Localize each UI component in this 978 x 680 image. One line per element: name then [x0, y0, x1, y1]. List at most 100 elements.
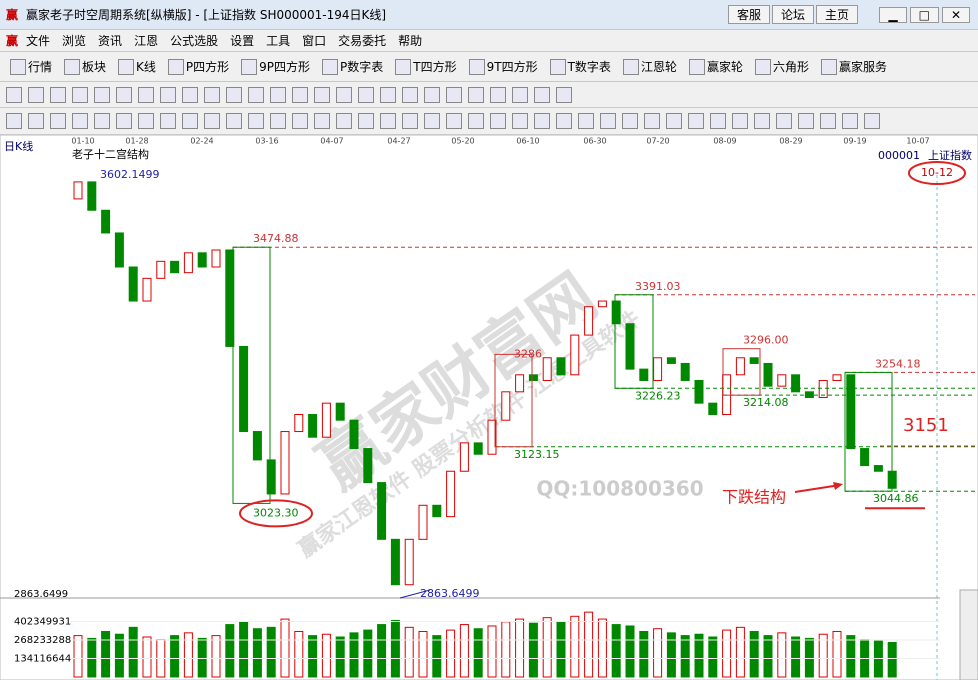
menu-item[interactable]: 资讯 — [98, 34, 123, 48]
tool-icon[interactable] — [578, 113, 594, 129]
tool-icon[interactable] — [776, 113, 792, 129]
toolbar-button[interactable]: 板块 — [60, 58, 110, 76]
toolbar-button[interactable]: 9P四方形 — [237, 58, 314, 76]
tool-icon[interactable] — [534, 113, 550, 129]
toolbar-button[interactable]: 赢家服务 — [817, 58, 891, 76]
menu-item[interactable]: 公式选股 — [170, 34, 219, 48]
tool-icon[interactable] — [864, 113, 880, 129]
toolbar-button[interactable]: 行情 — [6, 58, 56, 76]
tool-icon[interactable] — [358, 86, 374, 103]
tool-icon[interactable] — [6, 113, 22, 129]
tool-icon[interactable] — [710, 113, 726, 129]
menu-item[interactable]: 浏览 — [62, 34, 87, 48]
menu-item[interactable]: 江恩 — [134, 34, 159, 48]
tool-icon[interactable] — [446, 86, 462, 103]
candle-body — [584, 306, 594, 336]
tool-icon[interactable] — [182, 86, 198, 103]
tool-icon[interactable] — [28, 113, 44, 129]
toolbar-button[interactable]: T数字表 — [546, 58, 615, 76]
tool-icon[interactable] — [226, 113, 242, 129]
menu-item[interactable]: 设置 — [230, 34, 255, 48]
tool-icon[interactable] — [248, 86, 264, 103]
tool-icon[interactable] — [402, 86, 418, 103]
toolbar-button[interactable]: T四方形 — [391, 58, 460, 76]
menu-item[interactable]: 帮助 — [398, 34, 423, 48]
tool-icon[interactable] — [424, 113, 440, 129]
tool-icon[interactable] — [50, 113, 66, 129]
tool-icon[interactable] — [732, 113, 748, 129]
toolbar-button[interactable]: P数字表 — [318, 58, 387, 76]
tool-icon[interactable] — [842, 113, 858, 129]
window-link[interactable]: 客服 — [727, 5, 770, 24]
tool-icon[interactable] — [138, 86, 154, 103]
tool-icon[interactable] — [270, 113, 286, 129]
tool-icon[interactable] — [160, 86, 176, 103]
candle-body — [239, 345, 249, 433]
tool-icon[interactable] — [204, 113, 220, 129]
toolbar-button[interactable]: P四方形 — [164, 58, 233, 76]
tool-icon[interactable] — [556, 113, 572, 129]
tool-icon[interactable] — [534, 86, 550, 103]
menu-item[interactable]: 工具 — [266, 34, 291, 48]
tool-icon[interactable] — [490, 86, 506, 103]
tool-icon[interactable] — [182, 113, 198, 129]
tool-icon[interactable] — [666, 113, 682, 129]
tool-icon[interactable] — [270, 86, 286, 103]
tool-icon[interactable] — [160, 113, 176, 129]
tool-icon[interactable] — [424, 86, 440, 103]
tool-icon[interactable] — [600, 113, 616, 129]
tool-icon[interactable] — [336, 86, 352, 103]
tool-icon[interactable] — [116, 113, 132, 129]
tool-icon[interactable] — [314, 113, 330, 129]
tool-icon[interactable] — [6, 86, 22, 103]
tool-icon[interactable] — [116, 86, 132, 103]
candle-body — [335, 402, 345, 421]
tool-icon[interactable] — [72, 113, 88, 129]
tool-icon[interactable] — [28, 86, 44, 103]
tool-icon[interactable] — [226, 86, 242, 103]
tool-icon[interactable] — [468, 86, 484, 103]
tool-icon[interactable] — [402, 113, 418, 129]
tool-icon[interactable] — [292, 86, 308, 103]
toolbar-button[interactable]: K线 — [114, 58, 160, 76]
tool-icon[interactable] — [380, 86, 396, 103]
toolbar-button[interactable]: 江恩轮 — [619, 58, 681, 76]
menu-item[interactable]: 窗口 — [302, 34, 327, 48]
tool-icon[interactable] — [446, 113, 462, 129]
menu-item[interactable]: 文件 — [26, 34, 51, 48]
tool-icon[interactable] — [204, 86, 220, 103]
window-link[interactable]: 主页 — [815, 5, 858, 24]
tool-icon[interactable] — [292, 113, 308, 129]
toolbar-button[interactable]: 赢家轮 — [685, 58, 747, 76]
tool-icon[interactable] — [94, 113, 110, 129]
tool-icon[interactable] — [468, 113, 484, 129]
tool-icon[interactable] — [248, 113, 264, 129]
tool-icon[interactable] — [688, 113, 704, 129]
close[interactable]: ✕ — [941, 6, 970, 23]
tool-icon[interactable] — [50, 86, 66, 103]
window-link[interactable]: 论坛 — [771, 5, 814, 24]
tool-icon[interactable] — [490, 113, 506, 129]
tool-icon[interactable] — [72, 86, 88, 103]
tool-icon[interactable] — [622, 113, 638, 129]
tool-icon[interactable] — [512, 113, 528, 129]
tool-icon[interactable] — [820, 113, 836, 129]
menu-item[interactable]: 交易委托 — [338, 34, 387, 48]
tool-icon[interactable] — [138, 113, 154, 129]
maximize[interactable]: □ — [909, 6, 939, 23]
tool-icon[interactable] — [380, 113, 396, 129]
tool-icon[interactable] — [336, 113, 352, 129]
tool-icon[interactable] — [358, 113, 374, 129]
tool-icon[interactable] — [94, 86, 110, 103]
tool-icon[interactable] — [644, 113, 660, 129]
toolbar-button[interactable]: 六角形 — [751, 58, 813, 76]
tool-icon[interactable] — [512, 86, 528, 103]
tool-icon[interactable] — [754, 113, 770, 129]
tool-icon[interactable] — [314, 86, 330, 103]
candle-body — [653, 357, 663, 381]
minimize[interactable]: ▁ — [879, 6, 907, 23]
tool-icon[interactable] — [556, 86, 572, 103]
toolbar-button[interactable]: 9T四方形 — [465, 58, 542, 76]
tool-icon[interactable] — [798, 113, 814, 129]
